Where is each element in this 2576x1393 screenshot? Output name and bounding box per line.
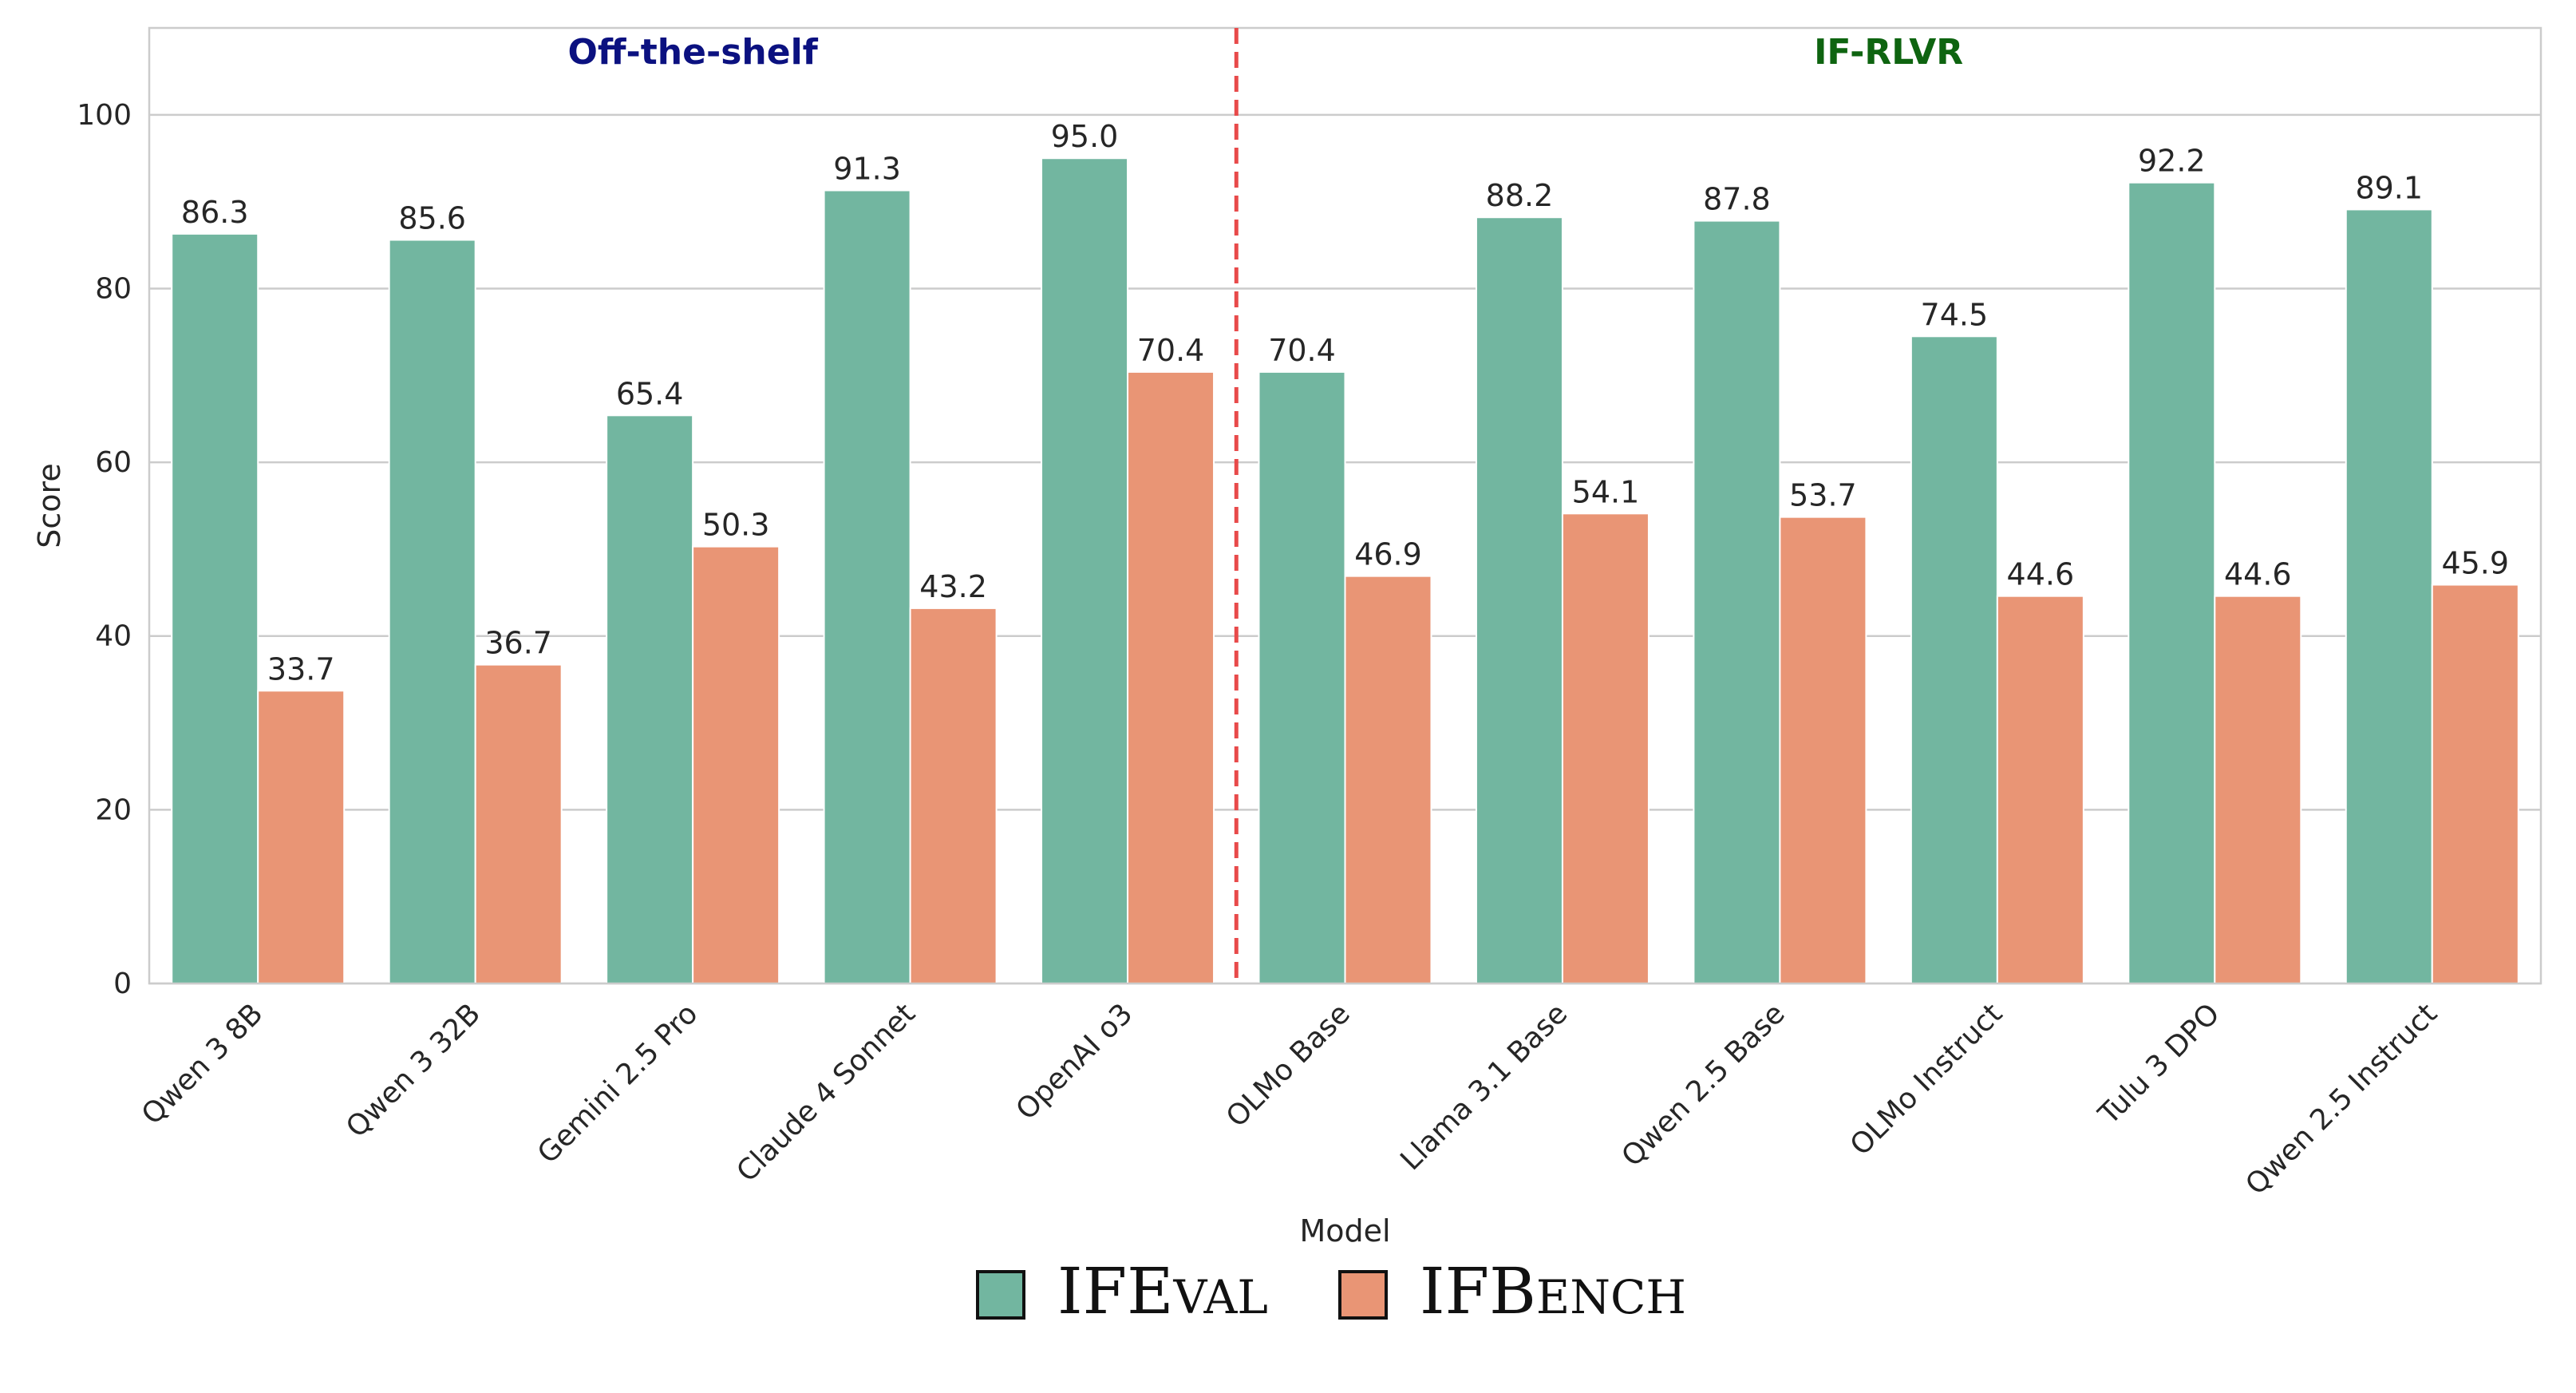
bar-ifeval-qwen-3-32b	[388, 239, 476, 984]
bar-ifbench-olmo-instruct	[1996, 595, 2084, 984]
data-label-ifbench-llama-3-1-base: 54.1	[1572, 474, 1640, 509]
legend-swatch-ifeval	[976, 1270, 1025, 1320]
data-label-ifbench-olmo-instruct: 44.6	[2007, 557, 2075, 592]
data-label-ifeval-openai-o3: 95.0	[1051, 119, 1119, 154]
legend: IFEVAL IFBENCH	[976, 1254, 1686, 1328]
data-label-ifeval-qwen-3-32b: 85.6	[398, 201, 466, 236]
y-tick-label: 20	[95, 793, 132, 826]
bars	[171, 157, 2519, 985]
bar-ifeval-tulu-3-dpo	[2128, 181, 2216, 985]
data-label-ifbench-tulu-3-dpo: 44.6	[2224, 557, 2292, 592]
bar-ifbench-openai-o3	[1127, 370, 1215, 985]
data-label-ifeval-olmo-base: 70.4	[1268, 333, 1336, 368]
bar-ifeval-olmo-base	[1258, 370, 1346, 985]
bar-ifeval-qwen-2-5-base	[1693, 220, 1781, 984]
bar-ifbench-tulu-3-dpo	[2214, 595, 2302, 984]
data-label-ifeval-qwen-2-5-instruct: 89.1	[2355, 170, 2423, 205]
group-labels: Off-the-shelf IF-RLVR	[567, 32, 1963, 73]
data-label-ifbench-qwen-2-5-base: 53.7	[1789, 478, 1857, 513]
bar-ifbench-qwen-3-32b	[474, 663, 563, 984]
group-label-if-rlvr: IF-RLVR	[1814, 32, 1963, 73]
data-label-ifbench-gemini-2-5-pro: 50.3	[702, 508, 770, 543]
bar-ifbench-qwen-3-8b	[257, 690, 346, 984]
bar-ifeval-claude-4-sonnet	[823, 189, 911, 985]
legend-label-ifeval: IFEVAL	[1057, 1254, 1268, 1328]
value-labels: 86.3 85.6 65.4 91.3 95.0 70.4 88.2 87.8 74.5 92.2…	[181, 119, 2509, 687]
bar-ifbench-olmo-base	[1344, 575, 1432, 984]
data-label-ifbench-qwen-3-8b: 33.7	[267, 651, 335, 687]
y-axis-label: Score	[32, 463, 67, 548]
data-label-ifbench-olmo-base: 46.9	[1354, 537, 1422, 572]
bar-ifbench-qwen-2-5-base	[1779, 516, 1867, 984]
bar-ifbench-qwen-2-5-instruct	[2431, 584, 2519, 984]
y-tick-label: 0	[113, 968, 132, 1000]
data-label-ifbench-claude-4-sonnet: 43.2	[919, 569, 987, 604]
y-tick-label: 80	[95, 272, 132, 305]
bar-ifeval-llama-3-1-base	[1475, 216, 1563, 984]
data-label-ifbench-openai-o3: 70.4	[1137, 333, 1205, 368]
bar-ifbench-claude-4-sonnet	[909, 607, 998, 984]
data-label-ifbench-qwen-3-32b: 36.7	[484, 626, 552, 661]
bar-ifbench-llama-3-1-base	[1561, 512, 1650, 984]
group-label-off-the-shelf: Off-the-shelf	[567, 32, 818, 73]
x-axis-label: Model	[1299, 1213, 1390, 1249]
y-tick-label: 40	[95, 620, 132, 653]
legend-label-ifbench: IFBENCH	[1420, 1254, 1686, 1328]
data-label-ifeval-qwen-3-8b: 86.3	[181, 195, 249, 230]
data-label-ifeval-claude-4-sonnet: 91.3	[833, 151, 901, 186]
y-tick-label: 60	[95, 446, 132, 479]
legend-swatch-ifbench	[1338, 1270, 1388, 1320]
data-label-ifeval-tulu-3-dpo: 92.2	[2138, 144, 2206, 179]
plot-border	[148, 26, 2542, 985]
bar-ifeval-qwen-2-5-instruct	[2345, 208, 2433, 984]
bar-ifeval-olmo-instruct	[1910, 335, 1998, 984]
bar-ifeval-qwen-3-8b	[171, 232, 259, 984]
bar-ifeval-openai-o3	[1041, 157, 1129, 984]
bar-ifbench-gemini-2-5-pro	[692, 545, 780, 984]
data-label-ifeval-llama-3-1-base: 88.2	[1486, 178, 1554, 213]
data-label-ifeval-gemini-2-5-pro: 65.4	[616, 376, 684, 411]
y-tick-label: 100	[77, 99, 132, 132]
data-label-ifbench-qwen-2-5-instruct: 45.9	[2441, 546, 2509, 581]
data-label-ifeval-olmo-instruct: 74.5	[1921, 297, 1989, 332]
data-label-ifeval-qwen-2-5-base: 87.8	[1703, 182, 1771, 217]
bar-ifeval-gemini-2-5-pro	[606, 414, 694, 984]
